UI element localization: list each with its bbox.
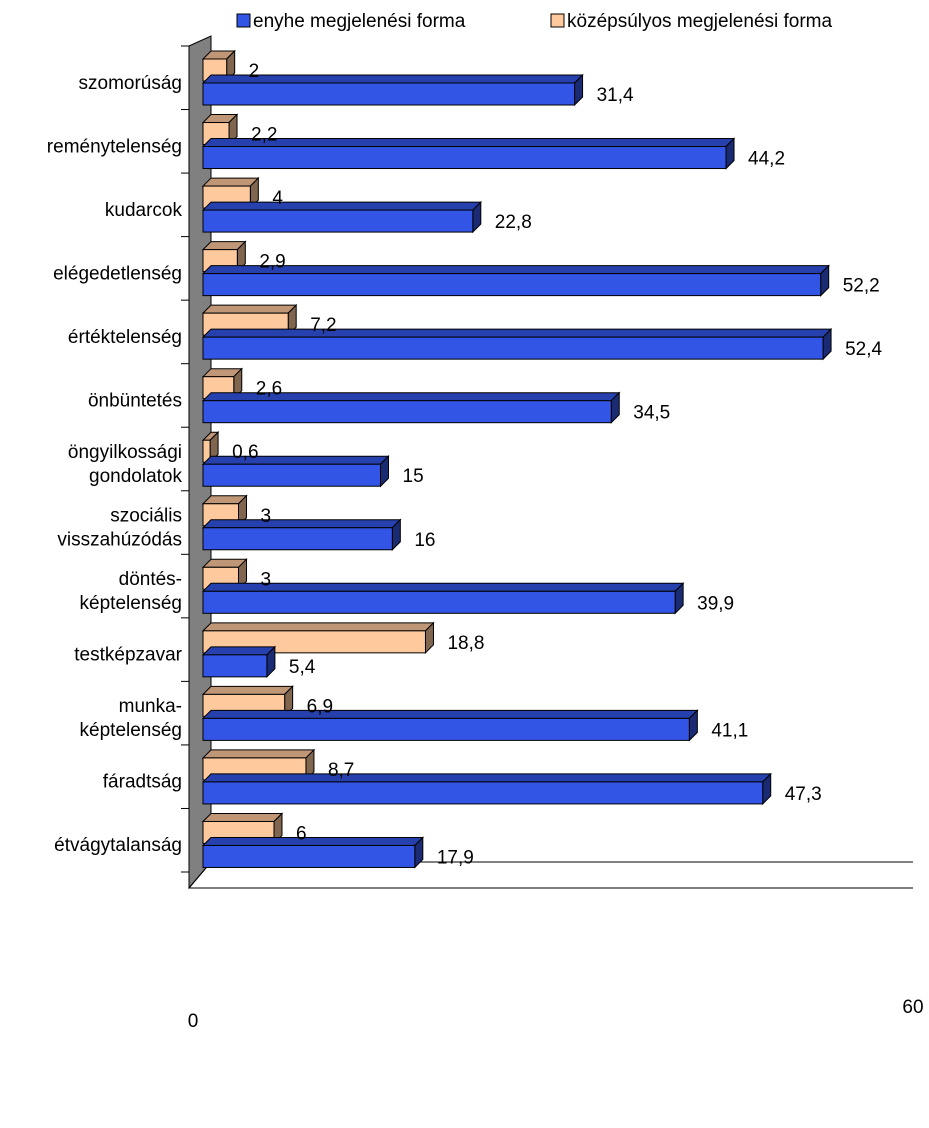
bar-mild	[202, 654, 268, 678]
bar-mild	[202, 273, 822, 297]
bar-severe-top	[201, 622, 435, 632]
bar-mild-value-label: 47,3	[785, 784, 822, 805]
bar-mild	[202, 463, 381, 487]
bar-mild-top	[201, 328, 833, 338]
category-labels: szomorúság reménytelenség kudarcok elégedet…	[47, 73, 183, 856]
bar-mild-value-label: 34,5	[633, 403, 670, 424]
category-label: öngyilkossági gondolatok	[68, 442, 183, 487]
bar-mild-top	[201, 709, 699, 719]
bar-mild-value-label: 41,1	[711, 720, 748, 741]
bar-mild	[202, 82, 576, 106]
bar-severe-value-label: 2,2	[251, 125, 277, 146]
legend-swatch-severe	[550, 13, 565, 28]
bar-mild-value-label: 39,9	[697, 593, 734, 614]
bar-mild-top	[201, 201, 483, 211]
chart-axes: 0 60	[181, 45, 924, 1032]
category-label: önbüntetés	[88, 390, 182, 411]
legend-label-severe: középsúlyos megjelenési forma	[567, 11, 833, 32]
bar-mild	[202, 146, 727, 170]
x-tick-label: 0	[188, 1011, 199, 1032]
category-label: fáradtság	[103, 772, 182, 793]
bar-mild	[202, 590, 676, 614]
bar-mild	[202, 400, 612, 424]
bar-mild-top	[201, 773, 772, 783]
x-tick-label: 60	[902, 997, 923, 1018]
bar-mild-top	[201, 455, 390, 465]
value-labels: 2 31,4 2,2 44,2 4 22,8 2,9 52,2 7,2 52,4 2,6 34,5 0,…	[232, 61, 882, 868]
bar-mild-value-label: 52,4	[845, 339, 882, 360]
bar-mild-value-label: 22,8	[495, 212, 532, 233]
bar-mild-top	[201, 582, 685, 592]
bar-severe-value-label: 3	[261, 506, 272, 527]
category-label: kudarcok	[105, 200, 183, 221]
bar-severe-value-label: 2	[249, 61, 260, 82]
bar-severe-top	[201, 304, 298, 314]
bar-mild-top	[201, 138, 736, 148]
bar-mild	[202, 336, 824, 360]
bar-severe-value-label: 6	[296, 823, 307, 844]
category-label: reménytelenség	[47, 136, 182, 157]
bar-mild-top	[201, 74, 584, 84]
bar-severe-value-label: 8,7	[328, 760, 354, 781]
bar-mild-top	[201, 646, 277, 656]
bar-mild-value-label: 16	[414, 530, 435, 551]
bar-severe-value-label: 6,9	[307, 696, 333, 717]
bar-severe-value-label: 18,8	[447, 633, 484, 654]
category-label: munka-képtelenség	[80, 696, 182, 741]
bar-mild-value-label: 5,4	[289, 657, 316, 678]
bar-mild-top	[201, 836, 425, 846]
bar-severe-top	[201, 749, 316, 759]
bar-mild-value-label: 15	[403, 466, 424, 487]
bar-mild-value-label: 31,4	[597, 85, 634, 106]
bar-mild	[202, 209, 474, 233]
legend-label-mild: enyhe megjelenési forma	[253, 11, 466, 32]
bar-severe-top	[201, 812, 284, 822]
category-label: döntés-képtelenség	[80, 569, 182, 614]
bar-severe-value-label: 3	[261, 569, 272, 590]
category-label: értéktelenség	[68, 327, 182, 348]
bar-mild-value-label: 44,2	[748, 149, 785, 170]
bar-mild-value-label: 17,9	[437, 847, 474, 868]
bar-mild	[202, 844, 416, 868]
category-label: testképzavar	[74, 645, 182, 666]
category-label: elégedetlenség	[53, 263, 182, 284]
category-label: szociális visszahúzódás	[57, 506, 182, 551]
bar-severe-value-label: 2,9	[259, 252, 285, 273]
bar-severe-top	[201, 177, 260, 187]
bar-mild	[202, 527, 393, 551]
bar-mild-value-label: 52,2	[843, 276, 880, 297]
bar-mild-top	[201, 519, 402, 529]
category-label: szomorúság	[79, 73, 183, 94]
bar-mild	[202, 717, 690, 741]
legend-swatch-mild	[236, 13, 251, 28]
category-label: étvágytalanság	[54, 835, 182, 856]
bar-severe-top	[201, 685, 294, 695]
bar-mild	[202, 781, 764, 805]
bar-severe-value-label: 4	[272, 188, 283, 209]
bar-severe-value-label: 2,6	[256, 379, 282, 400]
bar-severe-value-label: 7,2	[310, 315, 336, 336]
chart-bars	[201, 49, 833, 869]
bar-mild-top	[201, 265, 830, 275]
chart-legend: enyhe megjelenési forma középsúlyos megje…	[236, 11, 833, 32]
bar-severe-value-label: 0,6	[232, 442, 258, 463]
